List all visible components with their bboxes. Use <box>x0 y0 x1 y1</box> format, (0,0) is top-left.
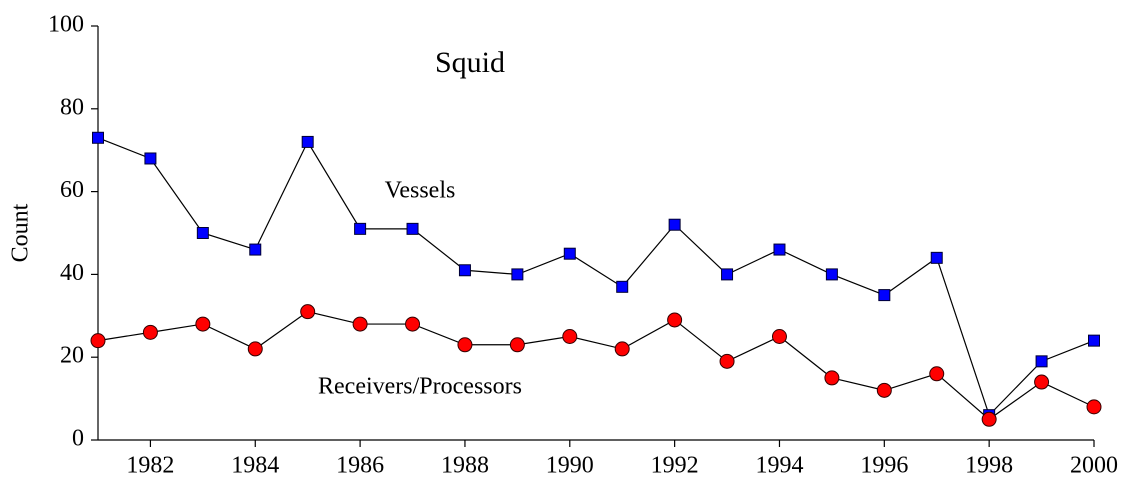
marker <box>301 135 314 148</box>
marker <box>90 333 106 349</box>
marker <box>721 268 734 281</box>
marker <box>824 370 840 386</box>
marker <box>300 304 316 320</box>
y-tick-label: 100 <box>48 12 84 38</box>
marker <box>929 366 945 382</box>
marker <box>825 268 838 281</box>
x-tick-label: 1996 <box>860 453 908 479</box>
marker <box>930 251 943 264</box>
series-label: Vessels <box>385 178 456 204</box>
marker <box>771 329 787 344</box>
marker <box>562 329 578 344</box>
x-tick-label: 1984 <box>231 453 279 479</box>
y-tick-label: 40 <box>60 260 84 286</box>
marker <box>354 222 367 235</box>
marker <box>1035 355 1048 368</box>
marker <box>511 268 524 281</box>
x-tick-label: 1988 <box>441 453 489 479</box>
marker <box>195 316 211 332</box>
marker <box>667 312 683 328</box>
marker <box>142 324 158 340</box>
marker <box>616 280 629 293</box>
x-tick-label: 1998 <box>965 453 1013 479</box>
marker <box>249 243 262 256</box>
y-tick-label: 0 <box>72 426 84 452</box>
chart-title: Squid <box>435 46 505 79</box>
marker <box>458 264 471 277</box>
x-tick-label: 1994 <box>755 453 803 479</box>
marker <box>406 222 419 235</box>
marker <box>352 316 368 332</box>
x-tick-label: 1992 <box>651 453 699 479</box>
y-tick-label: 20 <box>60 343 84 369</box>
marker <box>509 337 525 353</box>
marker <box>405 316 421 332</box>
marker <box>144 152 157 165</box>
x-tick-label: 2000 <box>1070 453 1118 479</box>
marker <box>1034 374 1050 390</box>
x-tick-label: 1982 <box>126 453 174 479</box>
marker <box>668 218 681 231</box>
y-tick-label: 60 <box>60 177 84 203</box>
y-tick-label: 80 <box>60 94 84 120</box>
marker <box>878 289 891 302</box>
marker <box>196 227 209 239</box>
x-tick-label: 1990 <box>546 453 594 479</box>
marker <box>247 341 263 357</box>
series-line <box>97 311 1095 421</box>
x-tick-label: 1986 <box>336 453 384 479</box>
marker <box>1088 334 1100 347</box>
marker <box>1086 399 1102 415</box>
series-line <box>97 137 1095 417</box>
marker <box>92 131 104 144</box>
marker <box>773 243 786 256</box>
marker <box>457 337 473 353</box>
marker <box>719 353 735 369</box>
series-label: Receivers/Processors <box>318 374 522 400</box>
marker <box>876 382 892 398</box>
marker <box>981 411 997 427</box>
marker <box>563 247 576 260</box>
y-axis-label: Count <box>8 203 34 262</box>
marker <box>614 341 630 357</box>
